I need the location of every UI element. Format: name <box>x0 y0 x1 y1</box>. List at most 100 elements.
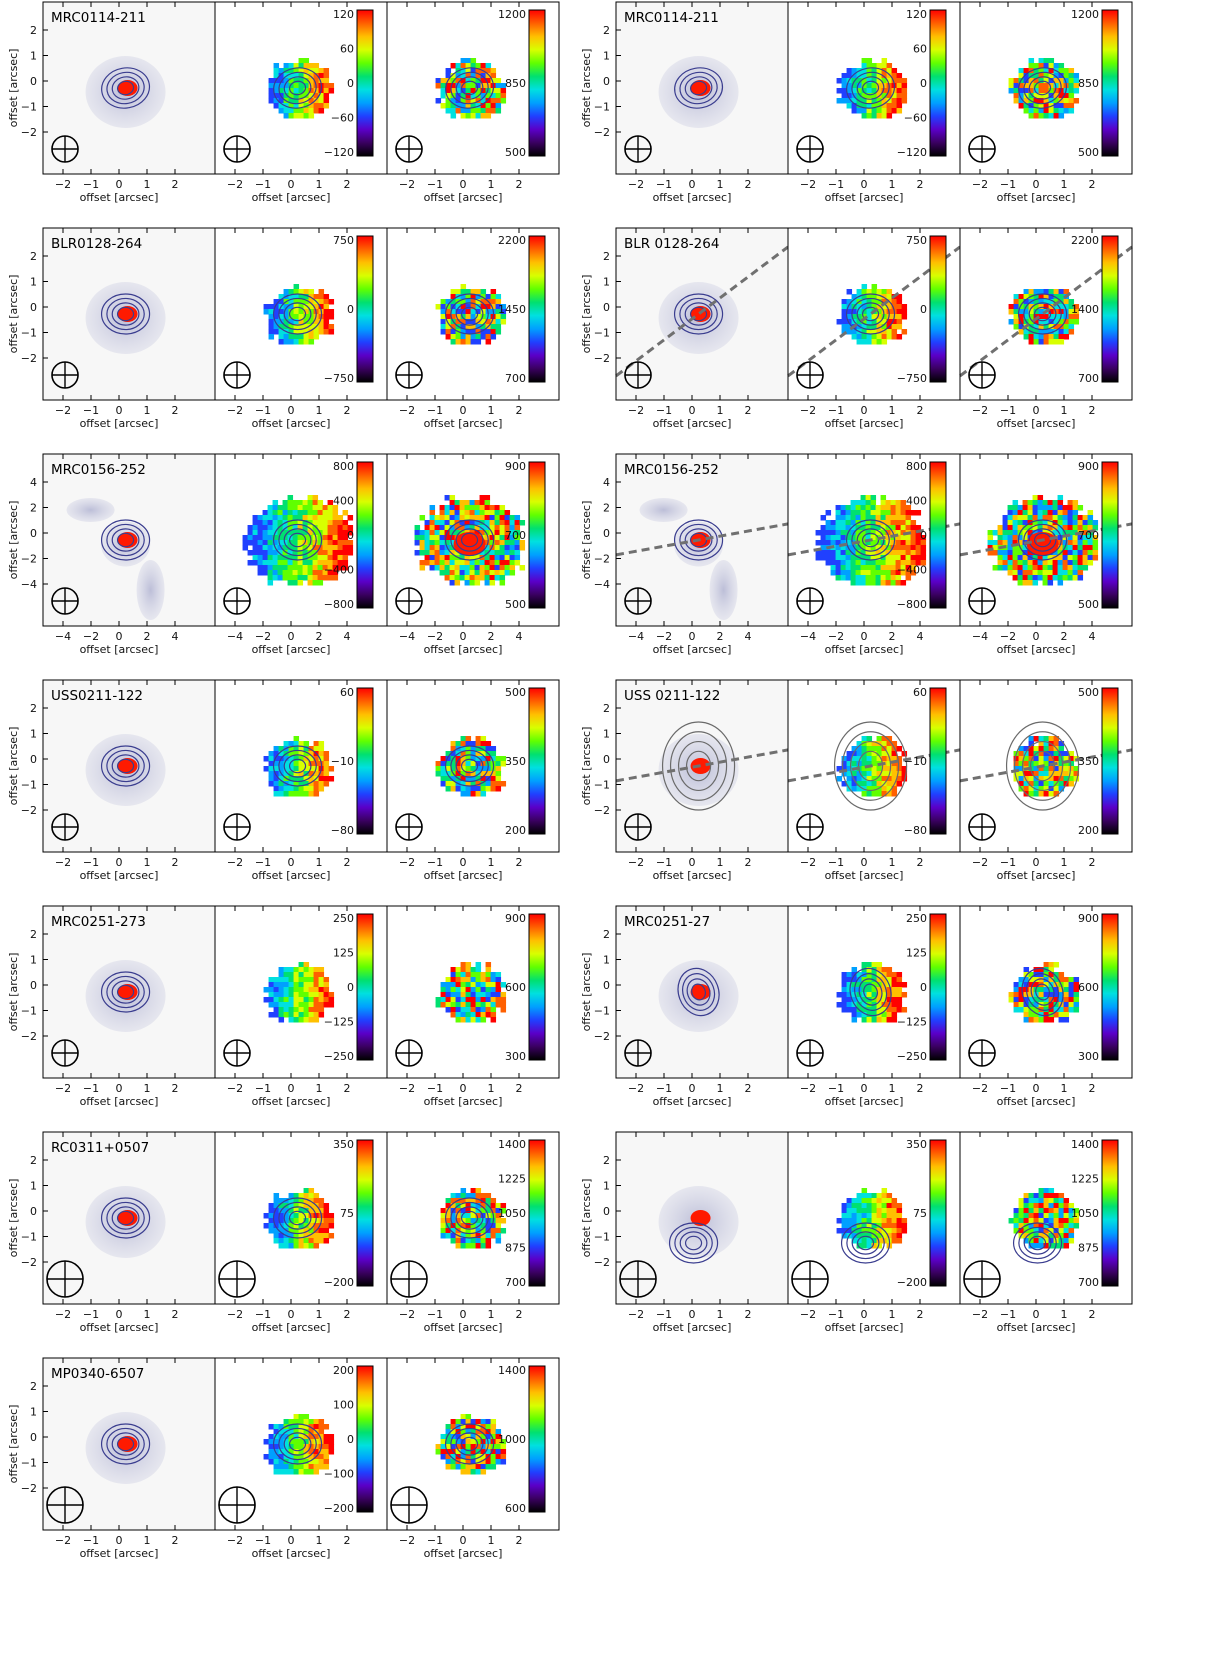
map-pixel <box>1013 756 1020 762</box>
map-pixel <box>1053 294 1060 300</box>
map-pixel <box>499 555 506 561</box>
x-tick-label: 2 <box>745 1308 752 1321</box>
map-pixel <box>465 329 472 335</box>
map-pixel <box>303 73 310 79</box>
map-pixel <box>905 540 912 546</box>
map-pixel <box>439 535 446 541</box>
panel-frame <box>959 453 1133 627</box>
map-pixel <box>1043 1193 1050 1199</box>
map-pixel <box>1063 289 1070 295</box>
map-pixel <box>876 309 883 315</box>
map-pixel <box>846 289 853 295</box>
contour-line <box>106 1201 145 1235</box>
map-pixel <box>308 1017 315 1023</box>
contour-line <box>1017 293 1068 335</box>
map-pixel <box>514 520 521 526</box>
map-pixel <box>866 761 873 767</box>
map-pixel <box>460 294 467 300</box>
map-pixel <box>317 500 324 506</box>
x-axis-label: offset [arcsec] <box>653 869 732 882</box>
map-pixel <box>303 108 310 114</box>
y-axis-label: offset [arcsec] <box>580 1179 593 1258</box>
map-pixel <box>1057 575 1064 581</box>
map-pixel <box>1062 565 1069 571</box>
map-pixel <box>901 751 908 757</box>
map-pixel <box>861 108 868 114</box>
map-pixel <box>1052 530 1059 536</box>
map-pixel <box>856 1198 863 1204</box>
map-pixel <box>460 1213 467 1219</box>
map-pixel <box>459 570 466 576</box>
contour-line <box>691 983 706 1001</box>
y-tick-label: 2 <box>603 928 610 941</box>
map-pixel <box>1062 535 1069 541</box>
map-pixel <box>445 992 452 998</box>
map-pixel <box>1023 1238 1030 1244</box>
map-pixel <box>484 535 491 541</box>
map-pixel <box>841 299 848 305</box>
map-pixel <box>465 761 472 767</box>
map-pixel <box>435 83 442 89</box>
map-pixel <box>866 786 873 792</box>
colorbar-tick-label: 2200 <box>498 234 526 247</box>
map-pixel <box>342 565 349 571</box>
map-pixel <box>1073 319 1080 325</box>
map-pixel <box>465 1012 472 1018</box>
flux-peak <box>690 1210 711 1226</box>
map-pixel <box>876 756 883 762</box>
map-pixel <box>318 751 325 757</box>
map-pixel <box>262 570 269 576</box>
map-pixel <box>1043 68 1050 74</box>
map-pixel <box>1073 309 1080 315</box>
map-pixel <box>876 751 883 757</box>
map-pixel <box>886 987 893 993</box>
x-tick-label: −1 <box>83 178 99 191</box>
x-axis-label: offset [arcsec] <box>825 191 904 204</box>
x-tick-label: 2 <box>172 1534 179 1547</box>
map-pixel <box>323 314 330 320</box>
colorbar-tick-label: 1400 <box>498 1138 526 1151</box>
map-pixel <box>308 766 315 772</box>
map-pixel <box>1012 545 1019 551</box>
map-pixel <box>449 505 456 511</box>
map-pixel <box>288 294 295 300</box>
map-pixel <box>1048 108 1055 114</box>
map-pixel <box>886 1007 893 1013</box>
map-pixel <box>490 992 497 998</box>
map-pixel <box>328 83 335 89</box>
map-pixel <box>876 73 883 79</box>
map-pixel <box>1032 495 1039 501</box>
map-pixel <box>1037 505 1044 511</box>
map-pixel <box>851 83 858 89</box>
map-pixel <box>495 987 502 993</box>
map-pixel <box>293 1238 300 1244</box>
map-pixel <box>337 545 344 551</box>
contour-line <box>1029 750 1056 782</box>
x-tick-label: 0 <box>288 1308 295 1321</box>
map-pixel <box>1018 761 1025 767</box>
map-pixel <box>287 500 294 506</box>
map-pixel <box>267 565 274 571</box>
map-pixel <box>278 103 285 109</box>
map-pixel <box>434 530 441 536</box>
map-pixel <box>308 334 315 340</box>
map-pixel <box>1068 108 1075 114</box>
map-pixel <box>450 741 457 747</box>
map-pixel <box>278 68 285 74</box>
map-pixel <box>1042 560 1049 566</box>
map-pixel <box>288 756 295 762</box>
map-pixel <box>268 334 275 340</box>
map-pixel <box>1082 560 1089 566</box>
x-tick-label: −4 <box>399 630 415 643</box>
map-pixel <box>282 505 289 511</box>
map-pixel <box>495 108 502 114</box>
map-pixel <box>470 329 477 335</box>
map-pixel <box>1033 319 1040 325</box>
colorbar-tick-label: 60 <box>340 43 354 56</box>
map-pixel <box>881 1218 888 1224</box>
map-pixel <box>1013 1208 1020 1214</box>
map-pixel <box>440 319 447 325</box>
map-pixel <box>470 776 477 782</box>
map-pixel <box>277 555 284 561</box>
map-pixel <box>460 113 467 119</box>
